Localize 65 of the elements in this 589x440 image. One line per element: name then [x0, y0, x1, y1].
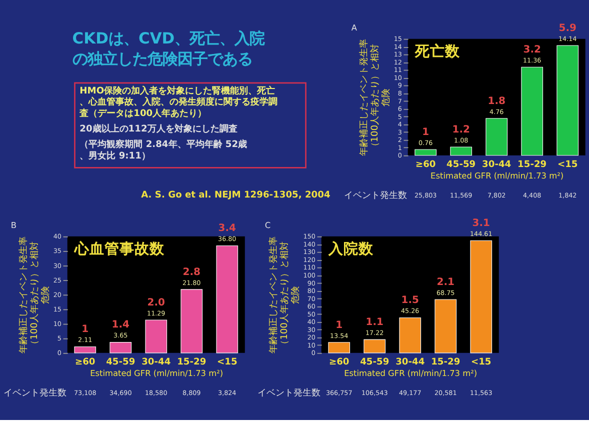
x-tick-label: ≥60: [74, 357, 96, 368]
bar: [110, 342, 132, 354]
x-tick-label: 15-29: [177, 357, 206, 368]
text: A: [351, 22, 358, 33]
text: 3.4: [218, 223, 236, 234]
annotation: 2.0: [147, 297, 166, 308]
bar: [180, 289, 203, 354]
x-tick-label: 15-29: [431, 357, 460, 368]
text: 20歳以上の112万人を対象にした調査: [80, 124, 238, 135]
text: （平均観察期間 2.84年、平均年齢 52歳、男女比 9:11）: [80, 139, 248, 162]
chart-title: 心血管事故数: [74, 240, 166, 258]
bar: [521, 66, 544, 156]
x-axis-title: Estimated GFR (ml/min/1.73 m²): [430, 170, 564, 181]
text: イベント発生数: [258, 388, 321, 399]
x-tick-label: <15: [557, 160, 578, 170]
text: 5.9: [558, 22, 577, 34]
annotation: 1: [422, 126, 430, 138]
annotation: 1.4: [112, 320, 130, 331]
text: A. S. Go et al. NEJM 1296-1305, 2004: [141, 190, 330, 200]
text: HMO保険の加入者を対象にした腎機能別、死亡、心血管事故、入院、の発生頻度に関する疫学調査（データは100人年あたり）: [78, 85, 278, 119]
x-tick-label: 30-44: [482, 160, 512, 170]
bar: [399, 317, 422, 354]
y-axis-title: 年齢補正したイベント発生率（100人年あたり）と相対危険: [18, 236, 51, 354]
chart-title: 死亡数: [414, 42, 462, 60]
annotation: 3.2: [523, 44, 541, 56]
bar: [470, 240, 492, 354]
bar: [434, 299, 457, 354]
annotation: 2.8: [182, 266, 201, 278]
x-tick-label: 45-59: [360, 357, 390, 368]
chart-title: 入院数: [328, 240, 375, 258]
text: イベント発生数: [344, 190, 408, 202]
text: 3.1: [472, 218, 490, 230]
x-tick-label: ≥60: [415, 160, 436, 170]
x-tick-label: 30-44: [142, 357, 171, 368]
y-axis-title: 年齢補正したイベント発生率（100人年あたり）と相対危険: [268, 236, 301, 354]
text: C: [264, 220, 271, 230]
annotation: 2.1: [436, 276, 455, 288]
x-axis-title: Estimated GFR (ml/min/1.73 m²): [90, 368, 224, 378]
annotation: 1.8: [488, 96, 506, 107]
bar: [216, 245, 238, 354]
x-tick-label: 45-59: [106, 357, 136, 368]
bar: [364, 339, 386, 354]
text: CKDは、CVD、死亡、入院の独立した危険因子である: [72, 29, 265, 68]
x-axis-title: Estimated GFR (ml/min/1.73 m²): [344, 368, 478, 378]
x-tick-label: <15: [216, 357, 238, 368]
annotation: 1: [336, 320, 343, 331]
x-tick-label: <15: [470, 357, 492, 368]
bar: [556, 45, 579, 156]
text: イベント発生数: [4, 388, 67, 399]
bar: [450, 146, 472, 156]
y-axis-title: 年齢補正したイベント発生率（100人年あたり）と相対危険: [358, 39, 392, 156]
bar: [486, 118, 508, 156]
annotation: 1: [82, 324, 89, 336]
annotation: 1.1: [366, 316, 384, 328]
annotation: 1.5: [401, 295, 420, 306]
x-tick-label: 30-44: [396, 357, 425, 368]
annotation: 1.2: [452, 124, 470, 136]
text: B: [10, 220, 17, 230]
x-tick-label: ≥60: [328, 357, 350, 368]
x-tick-label: 15-29: [518, 160, 547, 170]
bar: [414, 149, 437, 156]
bar: [328, 342, 350, 354]
x-tick-label: 45-59: [446, 160, 476, 170]
bar: [145, 320, 168, 354]
bar: [74, 346, 96, 354]
